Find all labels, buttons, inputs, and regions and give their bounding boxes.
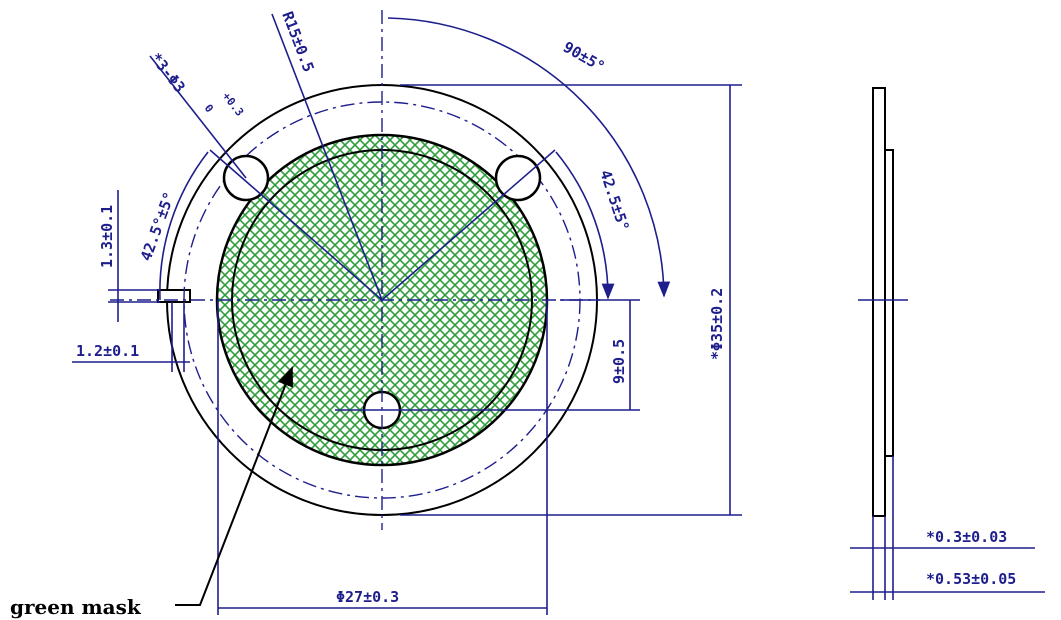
green-mask-label: green mask: [10, 595, 142, 619]
hole-callout-leader: [149, 55, 247, 179]
side-view: [850, 87, 1045, 600]
angle-90-label: 90±5°: [560, 38, 608, 76]
slot-height-label: 1.3±0.1: [98, 205, 116, 268]
hole-left-centerline: [209, 149, 383, 301]
hole-tol-upper: +0.3: [220, 90, 247, 119]
radius-leader: [271, 13, 383, 301]
outer-diameter-label: *Φ35±0.2: [708, 288, 726, 360]
angle-left-arc: [159, 151, 209, 301]
front-view: [72, 10, 742, 615]
hole-tol-lower: 0: [202, 102, 216, 115]
inner-diameter-label: Φ27±0.3: [336, 588, 399, 606]
angle-right-arc: [555, 151, 615, 300]
offset-label: 9±0.5: [610, 339, 628, 384]
angle-90-arc: [387, 17, 671, 298]
thickness-thin-label: *0.3±0.03: [926, 528, 1007, 546]
green-mask-leader: [175, 366, 293, 606]
hole-count-label: *3-Φ3: [147, 49, 189, 96]
mounting-hole-right: [494, 154, 542, 202]
thickness-total-label: *0.53±0.05: [926, 570, 1016, 588]
plate-section: [872, 87, 886, 517]
radius-label: R15±0.5: [278, 9, 317, 74]
angle-right-label: 42.5±5°: [596, 168, 633, 234]
edge-slot: [157, 289, 191, 303]
hole-right-centerline: [381, 149, 556, 301]
slot-width-label: 1.2±0.1: [76, 342, 139, 360]
mask-layer-section: [884, 149, 894, 457]
